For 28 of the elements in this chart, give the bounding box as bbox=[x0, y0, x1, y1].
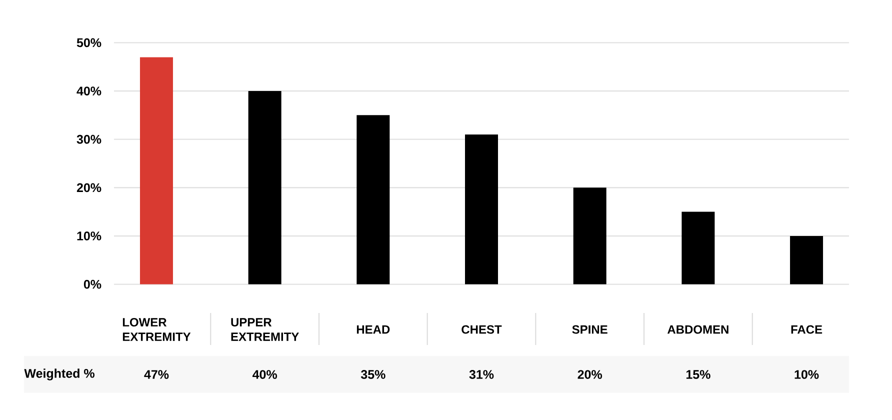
data-label: 35% bbox=[360, 370, 386, 379]
bar bbox=[790, 236, 824, 284]
data-label: 47% bbox=[144, 370, 169, 379]
y-tick-label: 40% bbox=[76, 86, 102, 96]
x-tick-label: LOWER EXTREMITY bbox=[122, 318, 191, 341]
data-label: 20% bbox=[578, 370, 602, 379]
y-tick-label: 20% bbox=[76, 183, 102, 192]
y-tick-label: 30% bbox=[76, 134, 102, 144]
bar bbox=[573, 188, 606, 284]
x-tick-label: HEAD bbox=[356, 325, 390, 334]
x-tick-label: FACE bbox=[791, 325, 822, 334]
y-tick-label: 50% bbox=[76, 38, 102, 48]
bar bbox=[465, 134, 498, 284]
bar bbox=[682, 212, 715, 284]
x-tick-label: SPINE bbox=[572, 325, 608, 334]
y-tick-label: 10% bbox=[77, 232, 102, 240]
data-label: 10% bbox=[794, 370, 819, 379]
y-tick-label: 0% bbox=[84, 280, 102, 289]
data-label: 15% bbox=[686, 370, 710, 379]
bar bbox=[248, 91, 282, 284]
text: Weighted % bbox=[24, 368, 94, 380]
bar bbox=[140, 57, 173, 284]
data-label: 40% bbox=[252, 370, 277, 379]
data-label: 31% bbox=[469, 370, 494, 379]
x-tick-label: CHEST bbox=[462, 325, 502, 334]
x-tick-label: UPPER EXTREMITY bbox=[231, 318, 299, 341]
bar bbox=[356, 115, 390, 284]
x-tick-label: ABDOMEN bbox=[667, 325, 728, 334]
